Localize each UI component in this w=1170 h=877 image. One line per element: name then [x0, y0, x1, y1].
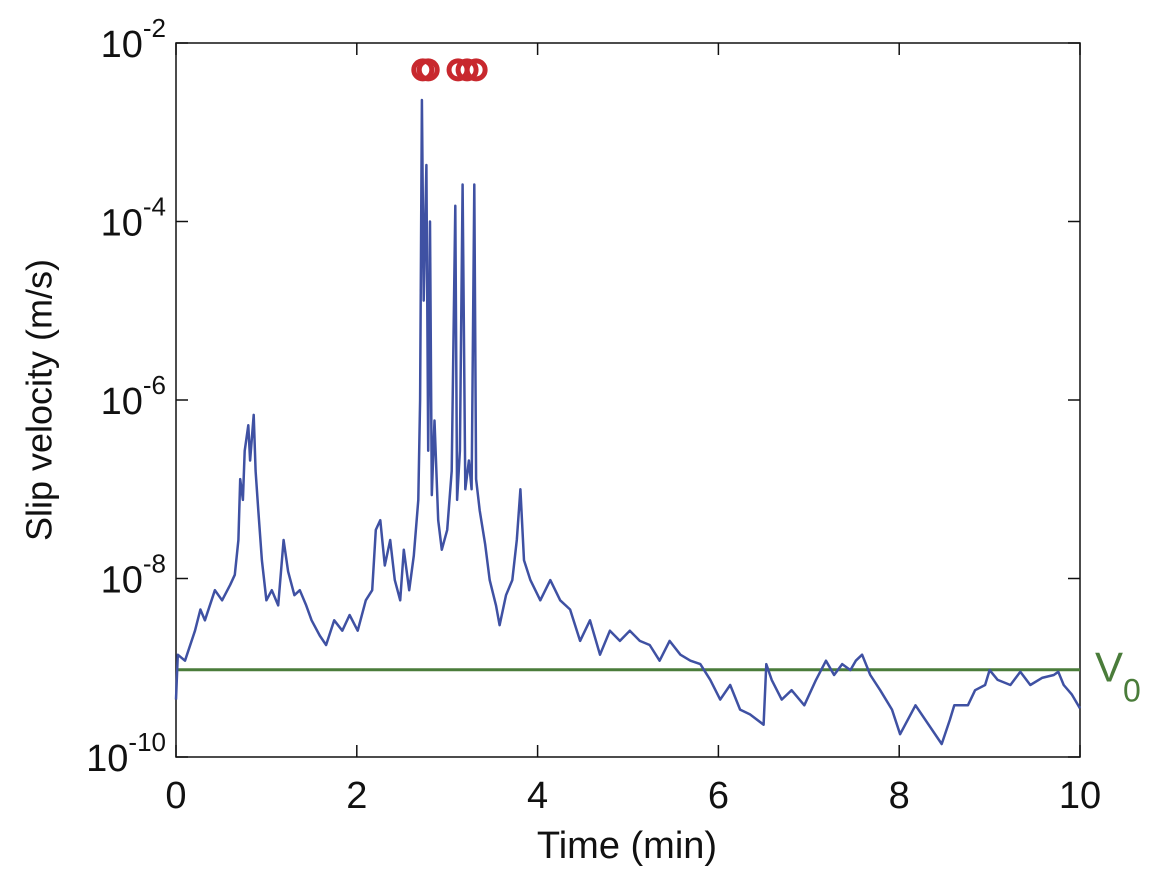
y-tick-label: 10-10: [86, 727, 166, 780]
x-tick-label: 8: [889, 775, 910, 817]
event-marker: [455, 58, 479, 82]
x-tick-label: 4: [527, 775, 548, 817]
x-tick-label: 0: [165, 775, 186, 817]
x-tick-label: 6: [708, 775, 729, 817]
event-marker: [464, 58, 488, 82]
plot-frame: [175, 42, 1081, 758]
x-axis-title: Time (min): [537, 825, 717, 867]
y-tick-label: 10-2: [101, 13, 166, 66]
reference-label: V0: [1095, 644, 1141, 709]
y-tick-label: 10-6: [101, 370, 166, 423]
y-tick-label: 10-4: [101, 192, 166, 245]
y-tick-label: 10-8: [101, 549, 166, 602]
x-tick-label: 2: [346, 775, 367, 817]
x-tick-label: 10: [1059, 775, 1101, 817]
data-line: [174, 98, 1082, 746]
event-marker: [416, 58, 440, 82]
y-axis-title: Slip velocity (m/s): [19, 259, 60, 541]
